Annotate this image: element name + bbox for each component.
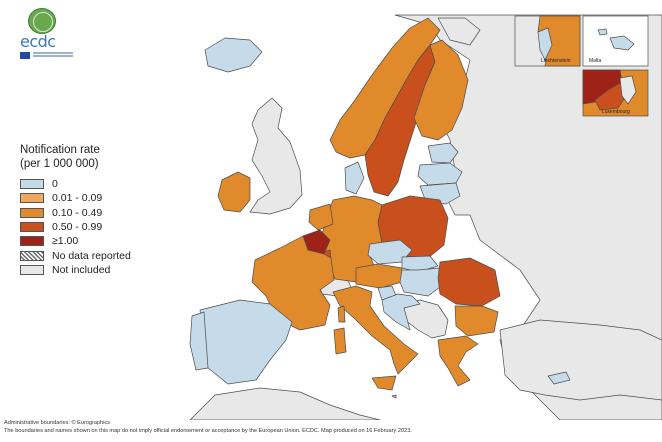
country-cyprus — [547, 371, 571, 385]
country-austria — [355, 263, 403, 289]
region-turkey-not-included — [499, 319, 662, 401]
logo-wordmark: ecdc — [20, 32, 56, 51]
legend-subtitle: (per 1 000 000) — [20, 158, 99, 170]
legend-item: 0.01 - 0.09 — [20, 191, 180, 205]
legend-swatch-hatched — [20, 250, 44, 261]
legend-item: 0 — [20, 177, 180, 191]
footer-disclaimer: The boundaries and names shown on this m… — [4, 428, 412, 434]
region-africa-not-included — [189, 387, 381, 420]
country-france-corsica — [337, 305, 346, 323]
country-estonia — [427, 142, 459, 164]
legend-label: Not included — [52, 263, 111, 276]
legend-label: 0.50 - 0.99 — [52, 221, 103, 234]
region-norway-north — [437, 17, 481, 46]
country-hungary — [399, 267, 445, 297]
country-italy-sicily — [371, 375, 397, 391]
inset-malta-gozo — [597, 28, 608, 36]
country-greece — [437, 335, 479, 387]
legend-item: No data reported — [20, 248, 180, 262]
logo-fine-print — [33, 52, 73, 54]
region-uk-not-included — [249, 97, 303, 215]
globe-icon — [28, 8, 56, 34]
legend-item: 0.10 - 0.49 — [20, 206, 180, 220]
country-finland — [413, 39, 469, 141]
legend-item: 0.50 - 0.99 — [20, 220, 180, 234]
legend-item: ≥1.00 — [20, 234, 180, 248]
footer-credit: Administrative boundaries: © Eurographic… — [4, 420, 111, 426]
country-bulgaria — [454, 305, 499, 337]
legend-swatch — [20, 207, 44, 218]
inset-malta-island — [609, 35, 635, 51]
country-italy-sardinia — [333, 327, 347, 355]
country-ireland — [217, 171, 251, 213]
country-italy — [332, 285, 419, 375]
legend-swatch — [20, 222, 44, 233]
legend-items: 0 0.01 - 0.09 0.10 - 0.49 0.50 - 0.99 ≥1… — [20, 177, 180, 277]
legend-swatch — [20, 236, 44, 247]
legend-swatch — [20, 193, 44, 204]
inset-label-liechtenstein: Liechtenstein — [541, 58, 571, 64]
europe-map: Liechtenstein Malta Luxembourg — [189, 14, 662, 420]
legend-label: 0.10 - 0.49 — [52, 206, 103, 219]
country-romania — [437, 257, 501, 307]
inset-liechtenstein-li — [537, 27, 553, 61]
country-croatia — [381, 293, 421, 331]
eu-flag-icon — [20, 52, 30, 59]
legend-title: Notification rate — [20, 144, 100, 156]
legend-label: No data reported — [52, 249, 131, 262]
map-footer: Administrative boundaries: © Eurographic… — [4, 419, 659, 435]
legend-label: 0.01 - 0.09 — [52, 192, 103, 205]
inset-label-malta: Malta — [589, 58, 601, 64]
map-legend: Notification rate (per 1 000 000) 0 0.01… — [20, 143, 180, 277]
ecdc-logo: ecdc — [14, 8, 74, 64]
legend-swatch — [20, 179, 44, 190]
legend-swatch — [20, 264, 44, 275]
legend-item: Not included — [20, 263, 180, 277]
country-portugal — [189, 311, 209, 371]
country-iceland — [204, 37, 263, 73]
legend-label: 0 — [52, 178, 58, 191]
country-netherlands — [308, 203, 334, 231]
legend-label: ≥1.00 — [52, 235, 79, 248]
country-malta — [391, 394, 397, 399]
country-spain — [199, 299, 293, 385]
inset-luxembourg-fr — [619, 75, 637, 105]
region-balkans-not-included — [399, 299, 449, 339]
inset-label-luxembourg: Luxembourg — [602, 109, 630, 115]
country-denmark — [344, 161, 365, 195]
